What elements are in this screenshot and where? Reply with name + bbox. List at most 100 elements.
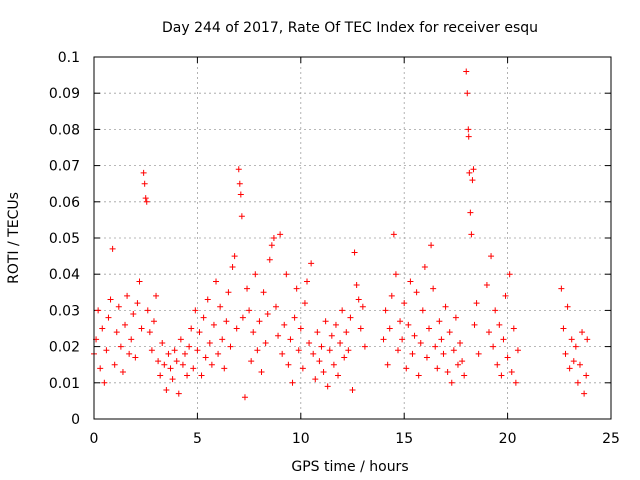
data-point <box>122 321 129 328</box>
data-point <box>399 336 406 343</box>
chart-title: Day 244 of 2017, Rate Of TEC Index for r… <box>162 20 538 36</box>
data-point <box>181 350 188 357</box>
data-point <box>450 347 457 354</box>
data-point <box>457 339 464 346</box>
data-point <box>421 263 428 270</box>
data-point <box>248 358 255 365</box>
data-point <box>494 361 501 368</box>
data-point <box>584 336 591 343</box>
data-point <box>148 347 155 354</box>
data-point <box>161 361 168 368</box>
data-point <box>227 343 234 350</box>
data-point <box>202 354 209 361</box>
y-tick-label: 0.06 <box>49 195 80 211</box>
data-point <box>351 249 358 256</box>
data-point <box>428 242 435 249</box>
data-point <box>394 347 401 354</box>
data-point <box>506 271 513 278</box>
data-point <box>204 296 211 303</box>
y-tick-label: 0.01 <box>49 376 80 392</box>
data-point <box>244 285 251 292</box>
data-point <box>473 300 480 307</box>
data-point <box>314 329 321 336</box>
y-tick-label: 0.08 <box>49 122 80 138</box>
y-axis-label: ROTI / TECUs <box>6 192 22 284</box>
data-point <box>423 354 430 361</box>
data-point <box>219 336 226 343</box>
data-point <box>566 365 573 372</box>
x-tick-label: 0 <box>90 431 99 447</box>
data-point <box>144 307 151 314</box>
data-point <box>320 368 327 375</box>
data-point <box>99 325 106 332</box>
data-point <box>95 307 102 314</box>
data-point <box>345 347 352 354</box>
data-point <box>264 311 271 318</box>
x-tick-label: 15 <box>395 431 413 447</box>
data-point <box>409 350 416 357</box>
data-point <box>289 379 296 386</box>
data-point <box>464 90 471 97</box>
data-point <box>136 278 143 285</box>
data-point <box>200 314 207 321</box>
data-point <box>467 209 474 216</box>
data-point <box>206 339 213 346</box>
data-point <box>434 365 441 372</box>
data-point <box>190 365 197 372</box>
data-point <box>306 339 313 346</box>
data-point <box>246 307 253 314</box>
data-point <box>339 307 346 314</box>
data-point <box>361 343 368 350</box>
data-point <box>468 231 475 238</box>
data-point <box>330 361 337 368</box>
data-point <box>287 336 294 343</box>
data-point <box>291 314 298 321</box>
y-tick-label: 0.07 <box>49 159 80 175</box>
data-point <box>157 372 164 379</box>
data-point <box>260 289 267 296</box>
data-point <box>237 191 244 198</box>
data-point <box>258 368 265 375</box>
plot-frame <box>93 56 612 420</box>
data-point <box>470 166 477 173</box>
data-point <box>322 318 329 325</box>
x-tick-labels: 0 5 10 15 20 25 <box>90 431 620 447</box>
data-point <box>138 325 145 332</box>
data-point <box>397 318 404 325</box>
data-point <box>442 303 449 310</box>
x-tick-label: 10 <box>292 431 310 447</box>
data-point <box>355 296 362 303</box>
data-point <box>163 387 170 394</box>
data-point <box>146 329 153 336</box>
data-point <box>579 329 586 336</box>
y-tick-label: 0.03 <box>49 303 80 319</box>
data-point <box>252 271 259 278</box>
data-point <box>238 213 245 220</box>
data-point <box>466 169 473 176</box>
data-point <box>312 376 319 383</box>
data-point <box>215 350 222 357</box>
data-point <box>465 126 472 133</box>
data-point <box>430 285 437 292</box>
data-point <box>488 253 495 260</box>
data-point <box>221 365 228 372</box>
data-point <box>231 253 238 260</box>
data-point <box>134 300 141 307</box>
data-point <box>341 354 348 361</box>
data-point <box>198 372 205 379</box>
data-point <box>105 314 112 321</box>
data-point <box>124 292 131 299</box>
data-point <box>419 307 426 314</box>
y-tick-label: 0.1 <box>58 50 80 66</box>
data-point <box>576 361 583 368</box>
x-tick-label: 20 <box>499 431 517 447</box>
data-point <box>192 307 199 314</box>
data-point <box>210 321 217 328</box>
data-point <box>103 347 110 354</box>
data-point <box>111 361 118 368</box>
data-point <box>407 278 414 285</box>
data-point <box>262 339 269 346</box>
data-point <box>186 343 193 350</box>
y-tick-label: 0.09 <box>49 86 80 102</box>
x-axis-label: GPS time / hours <box>291 459 408 475</box>
